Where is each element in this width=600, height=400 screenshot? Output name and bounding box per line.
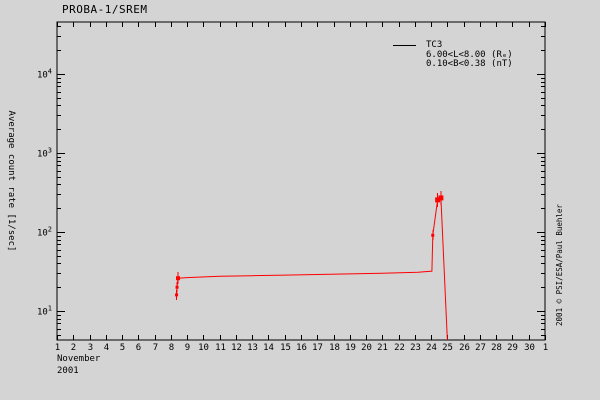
- y-axis-tick-labels: 101 102 103 104: [37, 68, 52, 318]
- x-axis-tick-labels: 1 2 3 4 5 6 7 8 9 10 11 12 13 14 15 16 17 18 19 20 21 22 23 24 2…: [55, 343, 548, 353]
- data-series-tc3: [175, 190, 448, 340]
- x-tick-label: 3: [88, 343, 93, 353]
- legend: TC3 6.00<L<8.00 (Rₑ) 0.10<B<0.38 (nT): [393, 40, 513, 70]
- x-tick-label: 17: [312, 343, 323, 353]
- x-axis-month-label: November 2001: [57, 353, 100, 377]
- x-tick-label: 11: [215, 343, 226, 353]
- y-tick-label: 103: [37, 147, 52, 160]
- y-axis-ticks: [57, 26, 545, 336]
- x-tick-label: 30: [524, 343, 535, 353]
- y-tick-label: 101: [37, 305, 52, 318]
- month-name: November: [57, 354, 101, 364]
- x-tick-label: 19: [345, 343, 356, 353]
- data-point-marker: [176, 276, 181, 281]
- x-tick-label: 6: [136, 343, 141, 353]
- x-tick-label: 18: [329, 343, 340, 353]
- x-tick-label: 21: [377, 343, 388, 353]
- x-tick-label: 7: [153, 343, 158, 353]
- x-tick-label: 12: [231, 343, 242, 353]
- x-tick-label: 14: [263, 343, 274, 353]
- x-tick-label: 9: [185, 343, 190, 353]
- x-tick-label: 22: [394, 343, 405, 353]
- x-tick-label: 13: [247, 343, 258, 353]
- x-tick-label: 4: [104, 343, 109, 353]
- x-tick-label: 2: [71, 343, 76, 353]
- legend-condition-l-range: 6.00<L<8.00 (Rₑ): [426, 49, 513, 60]
- y-axis-title: Average count rate [1/sec]: [6, 110, 16, 252]
- legend-series-label: TC3: [426, 40, 443, 50]
- data-point-marker: [438, 195, 444, 201]
- x-tick-label: 15: [280, 343, 291, 353]
- plot-title: PROBA-1/SREM: [62, 3, 148, 16]
- data-point-marker: [175, 293, 179, 297]
- x-tick-label: 24: [426, 343, 437, 353]
- month-year: 2001: [57, 366, 79, 376]
- x-tick-label: 16: [296, 343, 307, 353]
- x-tick-label: 29: [507, 343, 518, 353]
- y-tick-label: 102: [37, 226, 52, 239]
- legend-line-sample: [393, 45, 416, 47]
- x-tick-label: 8: [169, 343, 174, 353]
- x-tick-label: 1: [55, 343, 60, 353]
- x-tick-label: 5: [120, 343, 125, 353]
- legend-condition-b-range: 0.10<B<0.38 (nT): [426, 59, 513, 69]
- x-tick-label: 23: [410, 343, 421, 353]
- x-axis-ticks: [57, 22, 546, 340]
- x-tick-label: 27: [475, 343, 486, 353]
- x-tick-label: 1: [543, 343, 548, 353]
- data-point-marker: [431, 233, 435, 237]
- x-tick-label: 26: [459, 343, 470, 353]
- x-tick-label: 20: [361, 343, 372, 353]
- credit-text: 2001 © PSI/ESA/Paul Buehler: [555, 204, 564, 326]
- y-tick-label: 104: [37, 68, 52, 81]
- data-point-marker: [435, 197, 441, 203]
- x-tick-label: 25: [442, 343, 453, 353]
- axes-frame: [56, 21, 546, 341]
- x-tick-label: 10: [198, 343, 209, 353]
- series-line: [176, 197, 448, 340]
- x-tick-label: 28: [491, 343, 502, 353]
- legend-series-row: TC3: [393, 40, 513, 51]
- data-point-marker: [175, 285, 179, 289]
